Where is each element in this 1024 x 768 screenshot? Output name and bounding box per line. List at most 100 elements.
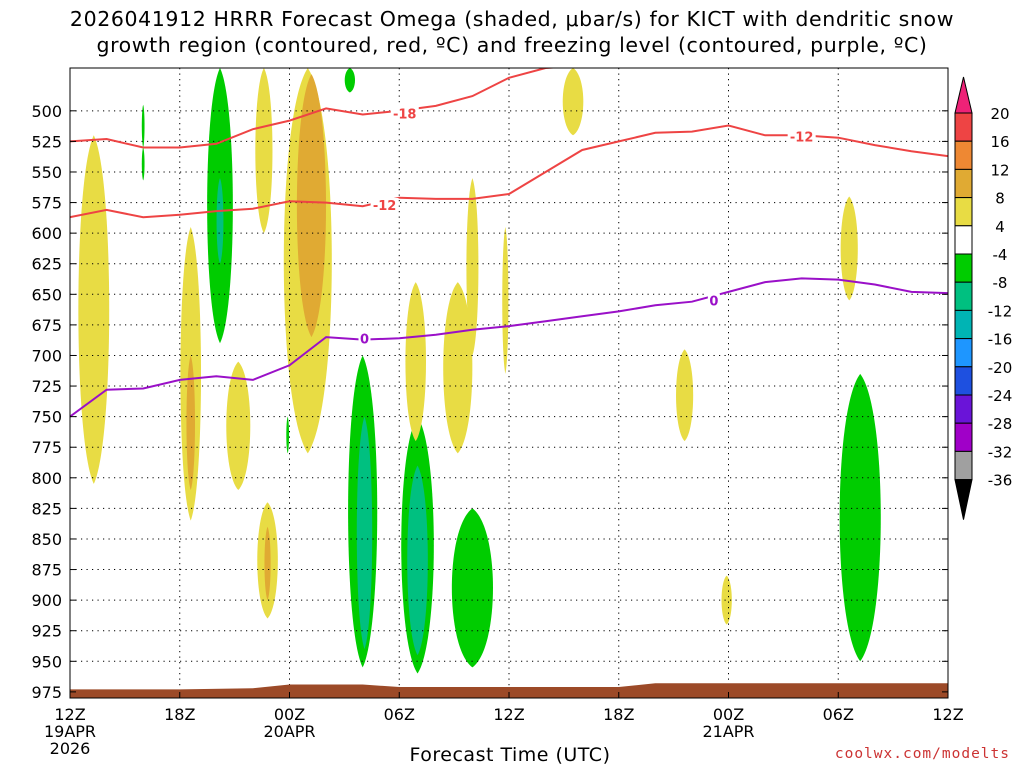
contour-label-freezing-right-bg (707, 293, 720, 308)
contour-layer: -18 -12 -12 0 0 (70, 68, 948, 418)
x-tick-label-24: 12Z (493, 705, 524, 724)
x-tick-label-48: 12Z (932, 705, 963, 724)
chart-title: 2026041912 HRRR Forecast Omega (shaded, … (0, 6, 1024, 58)
omega-region-11 (344, 68, 356, 93)
omega-region-26 (721, 575, 732, 625)
x-tick-label-12: 00Z (274, 705, 305, 724)
y-tick-label-650: 650 (31, 285, 62, 304)
y-tick-label-725: 725 (31, 377, 62, 396)
contour-label-minus12-left-bg (370, 198, 399, 213)
colorbar-label-9: -20 (988, 359, 1013, 377)
contour-label-minus12-right: -12 (790, 131, 814, 146)
x-axis-title: Forecast Time (UTC) (409, 744, 611, 766)
omega-region-10 (296, 74, 327, 338)
omega-region-16 (356, 416, 373, 650)
omega-region-24 (562, 68, 584, 136)
omega-region-7 (226, 361, 251, 491)
colorbar-label-1: 16 (990, 133, 1009, 151)
y-tick-label-850: 850 (31, 530, 62, 549)
colorbar-seg-8 (954, 309, 973, 340)
contour-minus12-line (70, 124, 948, 219)
y-tick-label-775: 775 (31, 438, 62, 457)
y-tick-label-550: 550 (31, 163, 62, 182)
omega-region-21 (466, 178, 479, 356)
colorbar-seg-6 (954, 253, 973, 283)
omega-region-18 (407, 465, 428, 656)
colorbar-cap-top (954, 76, 973, 114)
contour-label-freezing-left-bg (358, 331, 371, 346)
omega-region-0 (78, 135, 110, 484)
x-tick-date-36: 21APR (702, 722, 754, 741)
x-tick-label-36: 00Z (713, 705, 744, 724)
omega-region-25 (676, 349, 694, 442)
colorbar-label-7: -12 (988, 302, 1013, 320)
colorbar-label-3: 8 (995, 190, 1005, 208)
x-tick-date-0: 19APR (44, 722, 96, 741)
y-tick-label-950: 950 (31, 652, 62, 671)
colorbar-seg-7 (954, 281, 973, 311)
colorbar-seg-3 (954, 168, 973, 199)
grid-lines (70, 68, 948, 698)
contour-label-minus12-right-bg (787, 129, 816, 144)
colorbar-label-5: -4 (993, 246, 1008, 264)
y-tick-label-750: 750 (31, 408, 62, 427)
omega-region-27 (840, 196, 858, 301)
x-tick-year-0: 2026 (50, 739, 91, 758)
omega-region-22 (502, 227, 509, 374)
y-tick-label-575: 575 (31, 194, 62, 213)
colorbar-label-0: 20 (990, 105, 1009, 123)
omega-region-13 (264, 526, 271, 601)
colorbar-label-10: -24 (988, 387, 1013, 405)
colorbar-seg-5 (954, 225, 973, 255)
colorbar-label-11: -28 (988, 415, 1013, 433)
colorbar-seg-1 (954, 112, 973, 142)
colorbar-seg-11 (954, 394, 973, 424)
omega-region-14 (286, 416, 290, 454)
x-tick-label-18: 06Z (384, 705, 415, 724)
contour-label-minus18-bg (390, 106, 419, 121)
omega-region-6 (216, 178, 224, 264)
y-tick-label-675: 675 (31, 316, 62, 335)
y-axis: 500 525 550 575 600 625 650 675 700 725 750 775 800 8… (31, 102, 948, 702)
omega-region-2 (186, 355, 196, 491)
contour-label-minus12-left: -12 (373, 199, 397, 214)
y-tick-label-975: 975 (31, 683, 62, 702)
contour-label-freezing-right: 0 (709, 294, 718, 309)
colorbar-seg-2 (954, 140, 973, 170)
x-tick-label-6: 18Z (164, 705, 195, 724)
colorbar-label-6: -8 (993, 274, 1008, 292)
y-tick-label-925: 925 (31, 622, 62, 641)
y-tick-label-500: 500 (31, 102, 62, 121)
omega-region-4 (141, 147, 145, 181)
y-tick-label-625: 625 (31, 255, 62, 274)
x-tick-label-0: 12Z (54, 705, 85, 724)
x-tick-label-30: 18Z (603, 705, 634, 724)
colorbar-label-4: 4 (995, 218, 1005, 236)
contour-label-minus18: -18 (393, 107, 417, 122)
colorbar-label-12: -32 (988, 443, 1013, 461)
omega-region-3 (141, 104, 145, 148)
colorbar-seg-13 (954, 450, 973, 481)
colorbar-seg-12 (954, 422, 973, 452)
y-tick-label-700: 700 (31, 346, 62, 365)
colorbar: 20 16 12 8 4 -4 -8 -12 -16 -20 -24 -28 -32 -36 (954, 76, 1013, 520)
colorbar-seg-10 (954, 366, 973, 396)
freezing-level-line (70, 277, 948, 418)
omega-region-28 (839, 373, 881, 662)
y-tick-label-900: 900 (31, 591, 62, 610)
contour-minus18-line (70, 68, 561, 149)
x-tick-label-42: 06Z (823, 705, 854, 724)
y-tick-label-525: 525 (31, 132, 62, 151)
colorbar-label-2: 12 (990, 161, 1009, 179)
contour-label-freezing-left: 0 (360, 332, 369, 347)
y-tick-label-600: 600 (31, 224, 62, 243)
credit-text: coolwx.com/modelts (834, 746, 1010, 762)
chart-title-line-2: growth region (contoured, red, ºC) and f… (96, 33, 928, 57)
omega-region-23 (451, 508, 493, 668)
y-tick-label-800: 800 (31, 469, 62, 488)
colorbar-cap-bottom (954, 479, 973, 520)
omega-region-8 (255, 68, 273, 234)
colorbar-label-8: -16 (988, 331, 1013, 349)
colorbar-seg-4 (954, 197, 973, 227)
